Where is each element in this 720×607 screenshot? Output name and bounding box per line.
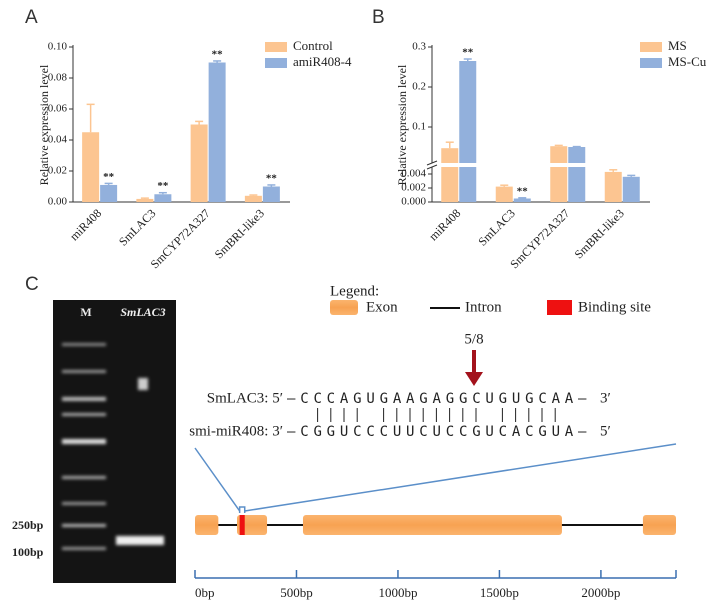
bar	[190, 124, 208, 202]
x-tick-label: miR408	[67, 206, 104, 243]
bar	[495, 186, 513, 202]
bar	[136, 198, 154, 202]
marker-label: 250bp	[12, 518, 44, 532]
zoom-line	[244, 443, 677, 512]
axis-break	[426, 163, 650, 167]
seq-label: smi-miR408: 3′	[189, 423, 283, 439]
target-sequence: –CCCAGUGAAGAGGCUGUGCAA–	[287, 391, 591, 407]
x-tick-label: miR408	[426, 206, 463, 243]
seq-label: SmLAC3: 5′	[207, 390, 283, 406]
x-tick-label: SmLAC3	[116, 206, 158, 248]
legend-title: Legend:	[330, 283, 379, 299]
bar	[262, 186, 280, 202]
lane-label: M	[80, 305, 91, 319]
legend-swatch	[640, 58, 662, 68]
bar	[604, 171, 622, 202]
x-tick-label: SmBRI-like3	[212, 206, 267, 261]
x-tick-label: 1000bp	[378, 585, 417, 600]
legend-label: Exon	[366, 299, 398, 315]
legend-swatch	[547, 300, 572, 315]
y-axis-label: Relative expression level	[37, 64, 51, 185]
panel-label: A	[25, 7, 38, 28]
legend-swatch	[265, 42, 287, 52]
x-tick-label: SmBRI-like3	[572, 206, 627, 261]
exon	[642, 515, 676, 535]
significance: **	[462, 47, 474, 59]
legend-swatch	[265, 58, 287, 68]
significance: **	[157, 180, 169, 192]
bar	[622, 176, 640, 202]
marker-label: 100bp	[12, 545, 44, 559]
bar	[513, 198, 531, 202]
y-tick-label: 0.004	[401, 168, 426, 180]
seq-end: 3′	[600, 390, 611, 406]
legend-label: amiR408-4	[293, 54, 352, 69]
legend-label: Binding site	[578, 299, 651, 315]
seq-end: 5′	[600, 423, 611, 439]
y-tick-label: 0.06	[48, 103, 68, 115]
x-tick-label: 0bp	[195, 585, 215, 600]
break-mark	[426, 160, 438, 166]
panel-label: C	[25, 274, 39, 295]
x-tick-label: SmLAC3	[475, 206, 517, 248]
y-tick-label: 0.08	[48, 72, 68, 84]
significance: **	[266, 172, 278, 184]
x-tick-label: 1500bp	[480, 585, 519, 600]
cleavage-label: 5/8	[464, 331, 483, 347]
cleavage-arrow	[465, 372, 483, 386]
legend-swatch	[330, 300, 358, 315]
zoom-line	[194, 447, 241, 512]
bar	[82, 132, 100, 202]
bar	[441, 148, 459, 202]
y-tick-label: 0.000	[401, 196, 426, 208]
binding-site	[239, 515, 245, 535]
legend-label: MS-Cu	[668, 54, 707, 69]
bar	[550, 146, 568, 202]
y-tick-label: 0.02	[48, 165, 67, 177]
bar	[208, 62, 226, 202]
zoom-bracket	[238, 506, 246, 513]
y-tick-label: 0.10	[48, 41, 68, 53]
y-tick-label: 0.2	[412, 81, 426, 93]
mirna-sequence: –CGGUCCCUUCUCCGUCACGUA–	[287, 424, 591, 440]
bar	[154, 194, 172, 202]
panel-label: B	[372, 7, 385, 28]
bar	[244, 195, 262, 202]
legend-swatch	[640, 42, 662, 52]
exon	[195, 515, 219, 535]
legend-label: Intron	[465, 299, 502, 315]
significance: **	[103, 171, 115, 183]
significance: **	[212, 48, 224, 60]
y-axis-label: Relative expression level	[395, 64, 409, 185]
gel-bands	[62, 343, 164, 550]
bar	[100, 184, 118, 202]
break-mark	[426, 164, 438, 170]
significance: **	[517, 185, 529, 197]
y-tick-label: 0.3	[412, 41, 426, 53]
legend-label: MS	[668, 38, 687, 53]
y-tick-label: 0.00	[48, 196, 68, 208]
legend-label: Control	[293, 38, 333, 53]
x-tick-label: 2000bp	[581, 585, 620, 600]
x-tick-label: 500bp	[280, 585, 313, 600]
bar	[459, 61, 477, 202]
bar	[568, 147, 586, 202]
exon	[302, 515, 562, 535]
y-tick-label: 0.1	[412, 121, 426, 133]
y-tick-label: 0.04	[48, 134, 68, 146]
y-tick-label: 0.002	[401, 182, 426, 194]
lane-label: SmLAC3	[120, 305, 165, 319]
